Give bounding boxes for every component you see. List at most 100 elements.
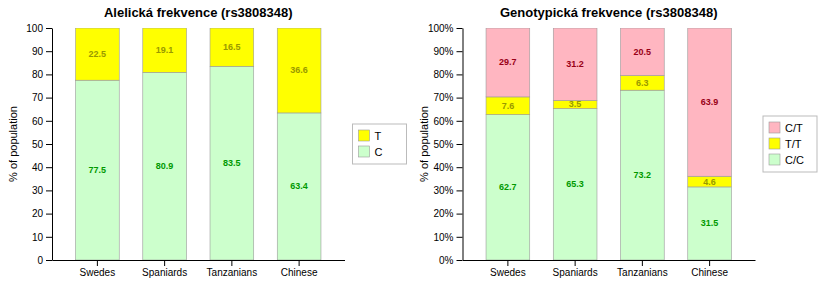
x-tick-label: Tanzanians	[207, 267, 258, 278]
legend-item: T	[359, 130, 382, 142]
plot: 0%10%20%30%40%50%60%70%80%90%100%SwedesS…	[428, 23, 756, 278]
y-tick-mark	[46, 74, 52, 75]
legend-swatch	[359, 146, 370, 157]
bar-segment	[277, 113, 321, 260]
y-tick-label: 100	[26, 23, 43, 34]
x-axis-line	[53, 260, 346, 261]
data-label: 4.6	[703, 177, 716, 187]
data-label: 7.6	[502, 101, 515, 111]
legend-item: T/T	[769, 138, 802, 150]
y-tick-label: 70	[32, 92, 44, 103]
y-axis-title: % of population	[7, 106, 19, 182]
y-tick-label: 90	[32, 46, 44, 57]
x-tick-mark	[709, 260, 710, 266]
y-tick: 0%	[439, 255, 462, 266]
y-tick: 70	[32, 92, 52, 103]
y-tick-mark	[46, 237, 52, 238]
y-tick-label: 0%	[439, 255, 454, 266]
legend-item: C/T	[769, 122, 803, 134]
y-tick-mark	[46, 167, 52, 168]
y-axis-line	[463, 29, 464, 261]
y-tick: 100	[26, 23, 52, 34]
x-tick-mark	[575, 260, 576, 266]
y-tick: 30	[32, 185, 52, 196]
bar-segment	[553, 109, 597, 260]
y-tick: 80%	[433, 69, 462, 80]
y-tick-label: 50	[32, 139, 44, 150]
bar-segment	[277, 28, 321, 113]
bar-segment	[486, 97, 530, 115]
data-label: 83.5	[223, 158, 241, 168]
plot: 0102030405060708090100SwedesSpaniardsTan…	[26, 23, 345, 278]
legend-swatch	[359, 130, 370, 141]
y-tick-mark	[457, 190, 463, 191]
x-axis: SwedesSpaniardsTanzaniansChinese	[53, 260, 346, 278]
y-tick: 70%	[433, 92, 462, 103]
data-label: 6.3	[636, 78, 649, 88]
x-tick-mark	[642, 260, 643, 266]
y-tick-mark	[46, 260, 52, 261]
chart-container: 0102030405060708090100SwedesSpaniardsTan…	[0, 0, 821, 284]
bar-segment	[553, 100, 597, 108]
y-tick-mark	[46, 51, 52, 52]
x-tick: Chinese	[691, 260, 728, 278]
x-tick-label: Swedes	[490, 267, 526, 278]
title: Alelická frekvence (rs3808348)	[104, 5, 293, 20]
data-label: 29.7	[499, 57, 517, 67]
y-tick-mark	[46, 121, 52, 122]
y-tick-label: 80%	[433, 69, 453, 80]
x-tick: Swedes	[490, 260, 526, 278]
x-tick-mark	[164, 260, 165, 266]
y-tick-mark	[457, 214, 463, 215]
y-tick-mark	[457, 74, 463, 75]
y-tick: 80	[32, 69, 52, 80]
y-tick-label: 100%	[428, 23, 454, 34]
data-label: 20.5	[634, 47, 652, 57]
data-labels: 77.580.983.563.422.519.116.536.6	[89, 42, 308, 191]
legend-item: C/C	[769, 154, 804, 166]
y-tick-label: 50%	[433, 139, 453, 150]
y-axis: 0%10%20%30%40%50%60%70%80%90%100%	[428, 23, 463, 266]
y-tick: 30%	[433, 185, 462, 196]
data-label: 80.9	[156, 161, 174, 171]
legend-label: C/C	[785, 154, 804, 166]
y-tick-label: 30%	[433, 185, 453, 196]
panel: 0%10%20%30%40%50%60%70%80%90%100%SwedesS…	[418, 5, 818, 278]
legend-frame	[763, 116, 817, 172]
y-tick-label: 30	[32, 185, 44, 196]
y-tick-mark	[457, 144, 463, 145]
y-tick-mark	[457, 98, 463, 99]
bar-segment	[621, 90, 665, 260]
x-tick-mark	[97, 260, 98, 266]
y-tick-label: 0	[37, 255, 43, 266]
y-tick-mark	[457, 121, 463, 122]
y-tick: 40	[32, 162, 52, 173]
y-tick-label: 20	[32, 208, 44, 219]
y-tick: 60%	[433, 116, 462, 127]
y-tick: 50%	[433, 139, 462, 150]
title: Genotypická frekvence (rs3808348)	[500, 5, 718, 20]
legend-label: T	[375, 130, 382, 142]
data-labels: 62.765.373.231.57.63.56.34.629.731.220.5…	[499, 47, 718, 229]
y-tick-mark	[46, 28, 52, 29]
legend-label: C/T	[785, 122, 803, 134]
bar-segment	[688, 176, 732, 187]
y-tick: 10%	[433, 232, 462, 243]
legend-swatch	[769, 154, 780, 165]
data-label: 63.9	[701, 97, 719, 107]
data-label: 16.5	[223, 42, 241, 52]
figure: 0102030405060708090100SwedesSpaniardsTan…	[0, 0, 821, 284]
y-tick-mark	[457, 260, 463, 261]
x-tick-mark	[231, 260, 232, 266]
y-tick-mark	[457, 28, 463, 29]
data-label: 62.7	[499, 182, 517, 192]
legend: C/T T/T C/C	[763, 116, 817, 172]
bar-segment	[486, 28, 530, 97]
bar-segment	[76, 28, 120, 80]
y-tick: 50	[32, 139, 52, 150]
panel: 0102030405060708090100SwedesSpaniardsTan…	[7, 5, 407, 278]
x-tick-label: Chinese	[281, 267, 318, 278]
y-tick: 20	[32, 208, 52, 219]
data-label: 73.2	[634, 170, 652, 180]
legend-item: C	[359, 146, 383, 158]
